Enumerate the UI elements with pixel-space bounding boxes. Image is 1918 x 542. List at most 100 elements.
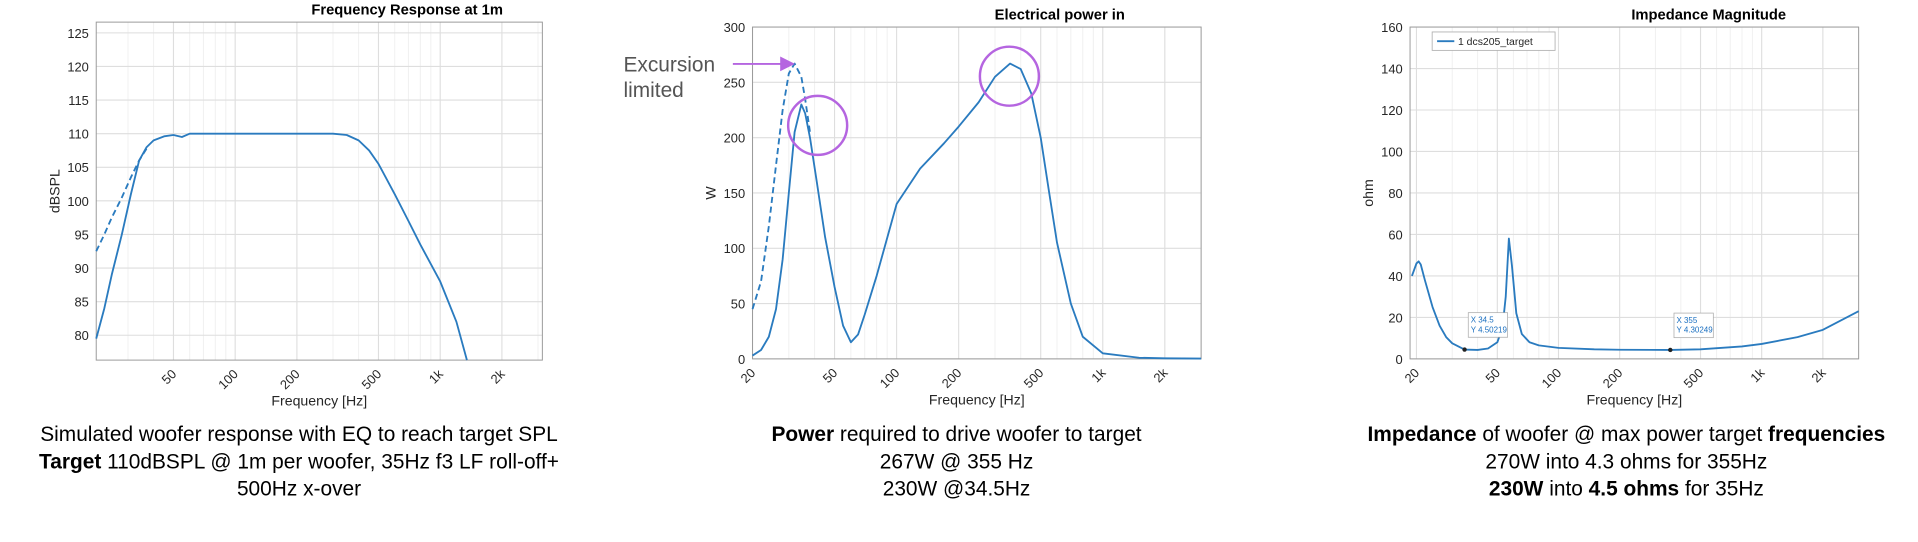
caption-line: Power required to drive woofer to target [771,423,1141,446]
y-tick-label: 150 [724,186,746,201]
series-line [751,62,811,310]
datatip-point [1668,347,1673,353]
highlight-circle [978,45,1041,107]
caption-line: Target 110dBSPL @ 1m per woofer, 35Hz f3… [39,450,559,473]
y-axis-label: dBSPL [46,169,62,213]
caption-segment: Impedance [1367,423,1476,446]
caption-segment: required to drive woofer to target [834,423,1142,446]
y-tick-label: 115 [68,93,89,108]
caption-segment: Simulated woofer response with EQ to rea… [40,423,558,446]
x-axis-label: Frequency [Hz] [1586,391,1682,407]
y-tick-label: 100 [1381,144,1403,159]
y-tick-label: 160 [1381,20,1403,35]
legend-label: 1 dcs205_target [1458,37,1533,48]
y-tick-label: 95 [75,227,89,242]
y-tick-label: 85 [75,295,89,310]
caption-line: 270W into 4.3 ohms for 355Hz [1485,450,1767,473]
y-tick-label: 100 [67,194,89,209]
datatip-y: Y 4.50219 [1471,325,1508,334]
y-axis-label: ohm [1360,179,1376,206]
y-tick-label: 110 [68,127,89,142]
x-tick-label: 500 [358,366,384,392]
caption-segment: Target [39,450,101,473]
x-tick-label: 200 [1600,365,1626,391]
x-axis-label: Frequency [Hz] [271,393,367,409]
x-tick-label: 200 [277,366,303,392]
datatip-box [1467,312,1508,338]
y-tick-label: 80 [1388,186,1402,201]
x-tick-label: 1k [1088,365,1109,386]
x-axis-label: Frequency [Hz] [929,391,1025,407]
datatip-y: Y 4.30249 [1676,326,1713,335]
y-tick-label: 20 [1388,310,1402,325]
caption-segment: 500Hz x-over [237,477,361,500]
x-tick-label: 50 [1482,365,1503,386]
datatip-x: X 34.5 [1471,315,1495,324]
x-tick-label: 2k [487,366,508,387]
chart-title: Electrical power in [995,8,1125,24]
x-tick-label: 500 [1021,365,1047,391]
x-tick-label: 20 [738,365,759,386]
axes-box [752,26,1202,360]
y-tick-label: 250 [724,75,746,90]
y-tick-label: 125 [67,26,89,41]
x-tick-label: 2k [1808,365,1829,386]
series-line [95,147,148,252]
caption-segment: Power [771,423,834,446]
y-tick-label: 140 [1381,61,1403,76]
x-tick-label: 100 [1538,365,1564,391]
y-tick-label: 120 [1381,103,1403,118]
caption-segment: for 35Hz [1679,477,1764,500]
legend-box [1431,31,1556,51]
plot-area [96,22,543,361]
y-tick-label: 300 [724,20,746,35]
annotation-text: Excursion [623,53,715,76]
caption-segment: frequencies [1768,423,1885,446]
y-tick-label: 80 [75,328,89,343]
caption-segment: 230W @34.5Hz [883,477,1031,500]
axes-box [95,21,543,361]
caption-line: Impedance of woofer @ max power target f… [1367,423,1885,446]
y-axis-label: W [703,186,719,200]
y-tick-label: 0 [1396,352,1403,367]
x-tick-label: 200 [939,365,965,391]
y-tick-label: 105 [67,160,89,175]
caption-segment: into [1543,477,1588,500]
datatip-x: X 355 [1676,316,1697,325]
datatip-point [1462,347,1467,352]
y-tick-label: 100 [724,241,746,256]
caption-line: 230W @34.5Hz [883,477,1031,500]
highlight-circle [786,94,849,157]
caption-segment: 4.5 ohms [1589,477,1680,500]
y-tick-label: 60 [1388,227,1402,242]
x-tick-label: 500 [1681,365,1707,391]
x-tick-label: 50 [159,366,180,387]
y-tick-label: 90 [75,261,89,276]
series-line [95,132,468,361]
y-tick-label: 120 [67,59,89,74]
y-tick-label: 0 [738,352,745,367]
chart-title: Frequency Response at 1m [311,3,503,19]
caption-segment: 267W @ 355 Hz [880,450,1033,473]
caption-line: 267W @ 355 Hz [880,450,1033,473]
series-line [1411,237,1860,351]
caption-line: 500Hz x-over [237,477,361,500]
caption-line: Simulated woofer response with EQ to rea… [40,423,558,446]
caption-line: 230W into 4.5 ohms for 35Hz [1489,477,1764,500]
y-tick-label: 40 [1388,269,1402,284]
x-tick-label: 100 [215,366,241,392]
datatip-box [1673,312,1714,339]
x-tick-label: 1k [1747,365,1768,386]
x-tick-label: 1k [426,366,447,387]
y-tick-label: 50 [731,296,745,311]
x-tick-label: 2k [1150,365,1171,386]
caption-segment: 230W [1489,477,1544,500]
caption-segment: of woofer @ max power target [1477,423,1769,446]
y-tick-label: 200 [724,131,746,146]
caption-segment: 110dBSPL @ 1m per woofer, 35Hz f3 LF rol… [101,450,559,473]
x-tick-label: 100 [877,365,903,391]
annotation-text: limited [623,79,683,102]
x-tick-label: 50 [820,365,841,386]
